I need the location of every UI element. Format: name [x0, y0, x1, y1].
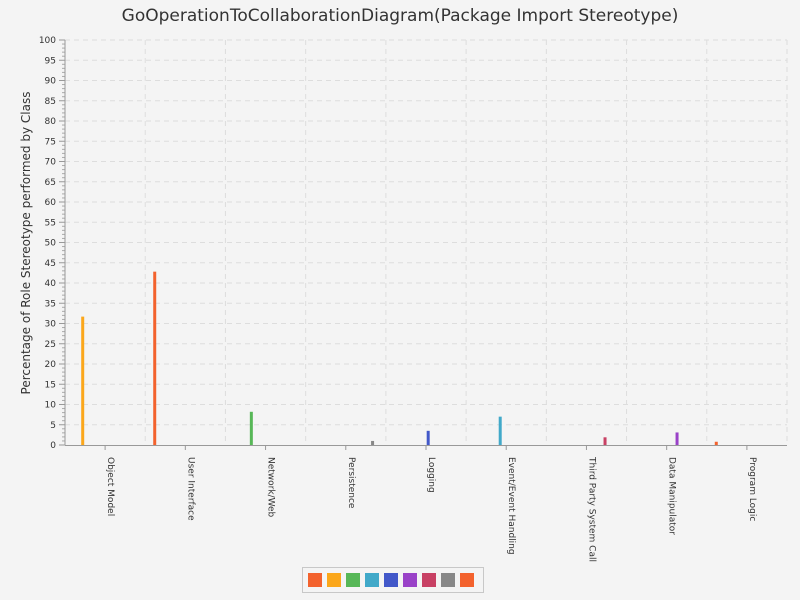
y-tick-label: 95	[45, 56, 56, 66]
legend-swatch	[441, 573, 455, 587]
y-tick-label: 30	[45, 320, 57, 330]
bar	[603, 437, 607, 445]
chart-title: GoOperationToCollaborationDiagram(Packag…	[121, 6, 679, 26]
y-tick-label: 100	[39, 36, 56, 46]
legend-swatch	[346, 573, 360, 587]
y-tick-label: 15	[45, 380, 56, 390]
x-category-label: Network/Web	[266, 457, 276, 518]
grid-layer	[65, 39, 788, 445]
legend-swatch	[308, 573, 322, 587]
legend-swatch	[460, 573, 474, 587]
x-category-label: Program Logic	[747, 457, 757, 521]
y-tick-label: 45	[45, 259, 56, 269]
y-tick-label: 65	[45, 178, 56, 188]
x-category-label: Logging	[426, 457, 436, 493]
legend-swatch	[327, 573, 341, 587]
y-tick-label: 35	[45, 299, 56, 309]
x-category-label: Persistence	[346, 457, 356, 509]
y-tick-label: 70	[45, 158, 57, 168]
y-tick-label: 60	[45, 198, 57, 208]
x-category-label: Third Party System Call	[586, 456, 596, 562]
bar	[81, 316, 85, 445]
x-category-label: Data Manipulator	[667, 457, 677, 535]
y-tick-label: 90	[45, 77, 57, 87]
y-tick-label: 5	[50, 421, 56, 431]
legend-swatch	[384, 573, 398, 587]
y-tick-label: 55	[45, 218, 56, 228]
bar	[249, 411, 253, 445]
legend-swatch	[403, 573, 417, 587]
bars	[81, 271, 718, 445]
y-tick-label: 75	[45, 137, 56, 147]
bar	[498, 416, 502, 445]
legend-swatch	[422, 573, 436, 587]
axis-layer	[59, 39, 787, 450]
bar	[371, 440, 375, 445]
y-tick-label: 50	[45, 239, 57, 249]
legend	[302, 567, 484, 593]
x-category-labels: Object Model User Interface Network/Web Per…	[105, 456, 757, 562]
bar	[153, 271, 157, 445]
x-category-label: User Interface	[185, 457, 195, 521]
y-tick-label: 25	[45, 340, 56, 350]
y-tick-label: 85	[45, 97, 56, 107]
bar	[426, 430, 430, 445]
y-tick-label: 20	[45, 360, 57, 370]
legend-swatch	[365, 573, 379, 587]
y-tick-label: 80	[45, 117, 57, 127]
bar	[675, 432, 679, 445]
y-tick-label: 10	[45, 401, 57, 411]
x-category-label: Object Model	[105, 457, 115, 516]
y-ticks: 0 5 10 15 20 25 30 35 40 45 50 55 60 65 70 75 80 85 90 95 10…	[39, 36, 56, 451]
bar	[714, 441, 718, 445]
y-tick-label: 40	[45, 279, 57, 289]
y-tick-label: 0	[50, 441, 56, 451]
x-category-label: Event/Event Handling	[506, 457, 516, 555]
